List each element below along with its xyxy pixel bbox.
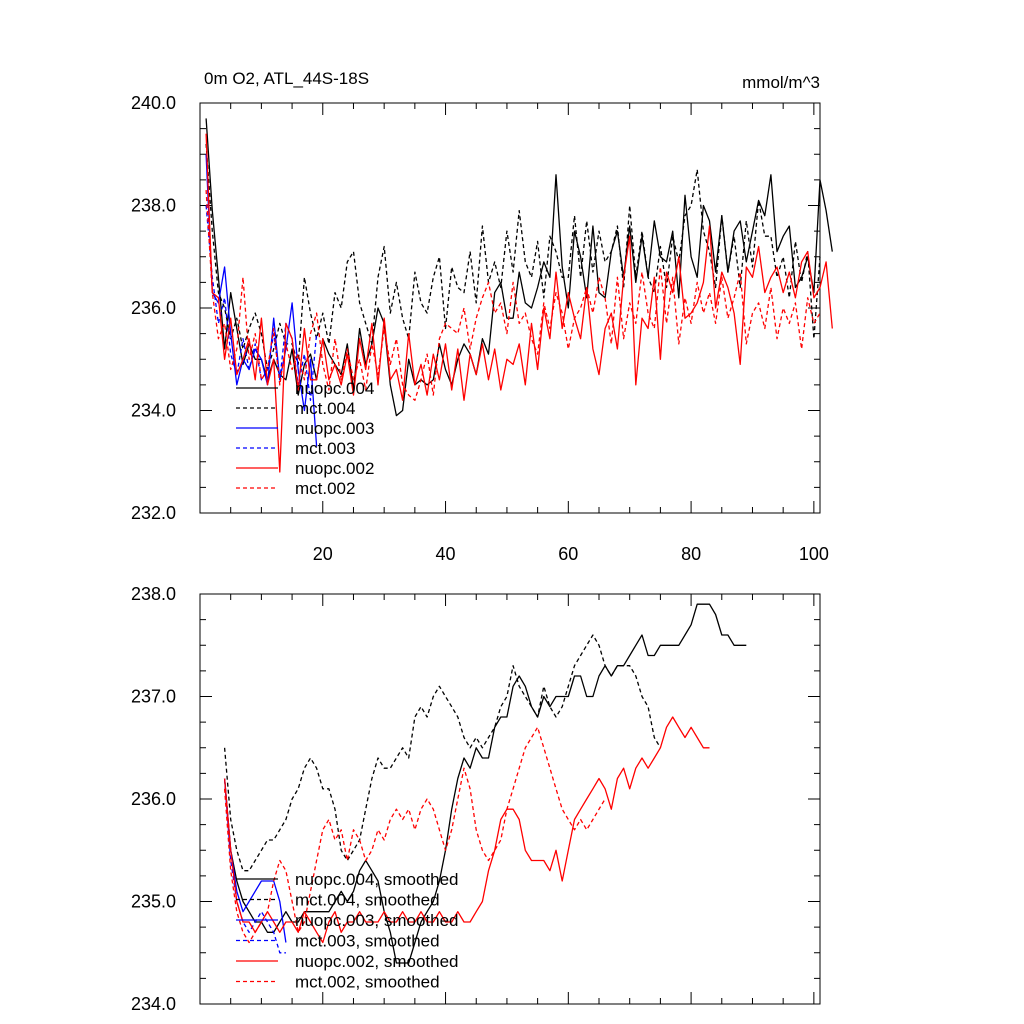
y-tick-labels: 234.0 235.0 236.0 237.0 238.0 <box>131 584 176 1014</box>
series-line-nuopc-004-smoothed <box>223 603 747 964</box>
bottom-panel: 234.0 235.0 236.0 237.0 238.0 nuopc.004, smo… <box>131 584 821 1014</box>
legend-label: nuopc.003, smoothed <box>295 911 459 930</box>
legend-label: mct.002, smoothed <box>295 973 440 992</box>
axes-ticks <box>200 593 820 1005</box>
legend: nuopc.004mct.004nuopc.003mct.003nuopc.00… <box>236 379 374 498</box>
series-line-mct-003-smoothed <box>223 778 286 954</box>
legend-label: mct.004, smoothed <box>295 891 440 910</box>
legend-label: mct.003, smoothed <box>295 932 440 951</box>
legend-label: nuopc.003 <box>295 419 374 438</box>
plot-frame <box>199 593 821 1005</box>
x-tick-label: 100 <box>799 544 829 564</box>
series-line-nuopc-003 <box>205 154 318 447</box>
legend-label: mct.002 <box>295 479 355 498</box>
legend-label: nuopc.002, smoothed <box>295 952 459 971</box>
legend-label: nuopc.002 <box>295 459 374 478</box>
y-tick-label: 236.0 <box>131 789 176 809</box>
series-line-mct-004 <box>205 143 821 371</box>
legend-label: nuopc.004 <box>295 379 374 398</box>
x-tick-label: 80 <box>681 544 701 564</box>
series-lines <box>205 118 833 473</box>
y-tick-label: 234.0 <box>131 401 176 421</box>
units-label: mmol/m^3 <box>742 73 820 92</box>
x-tick-label: 60 <box>558 544 578 564</box>
series-line-mct-004-smoothed <box>223 634 661 872</box>
chart-title: 0m O2, ATL_44S-18S <box>204 69 369 88</box>
y-tick-label: 238.0 <box>131 196 176 216</box>
y-tick-label: 238.0 <box>131 584 176 604</box>
legend-label: mct.003 <box>295 439 355 458</box>
legend-label: nuopc.004, smoothed <box>295 870 459 889</box>
series-line-mct-002-smoothed <box>223 726 606 944</box>
series-line-nuopc-002-smoothed <box>223 716 710 944</box>
axes-ticks <box>200 102 820 514</box>
x-tick-labels: 20 40 60 80 100 <box>313 544 829 564</box>
y-tick-label: 232.0 <box>131 503 176 523</box>
series-lines <box>223 603 747 964</box>
series-line-nuopc-003-smoothed <box>223 778 287 943</box>
legend-label: mct.004 <box>295 399 355 418</box>
y-tick-labels: 232.0 234.0 236.0 238.0 240.0 <box>131 93 176 523</box>
x-tick-label: 20 <box>313 544 333 564</box>
y-tick-label: 240.0 <box>131 93 176 113</box>
series-line-mct-002 <box>205 190 821 401</box>
top-panel: 0m O2, ATL_44S-18S mmol/m^3 232.0234.023… <box>131 69 833 564</box>
y-tick-label: 235.0 <box>131 892 176 912</box>
y-tick-label: 237.0 <box>131 687 176 707</box>
x-tick-label: 40 <box>436 544 456 564</box>
y-tick-label: 234.0 <box>131 994 176 1014</box>
y-tick-label: 236.0 <box>131 298 176 318</box>
series-line-nuopc-002 <box>205 133 833 473</box>
